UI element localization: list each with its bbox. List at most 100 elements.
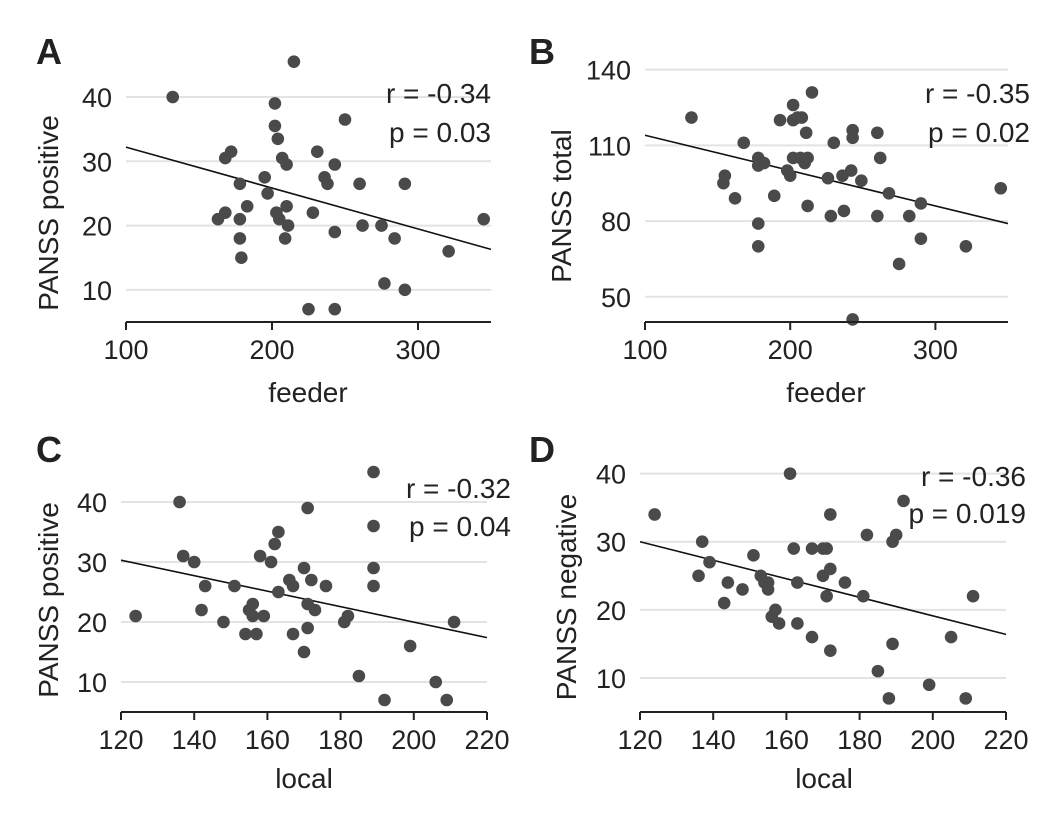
data-point bbox=[264, 555, 278, 569]
x-tick-label: 200 bbox=[249, 335, 294, 365]
y-tick-label: 20 bbox=[77, 608, 107, 638]
data-point bbox=[286, 579, 300, 593]
data-point bbox=[747, 549, 760, 562]
panel-c-p-value: p = 0.04 bbox=[409, 511, 511, 542]
x-tick-label: 200 bbox=[910, 725, 955, 755]
data-point bbox=[737, 136, 751, 150]
data-point bbox=[268, 537, 282, 551]
data-point bbox=[321, 177, 334, 191]
panel-a: A 100 200 300 10 20 30 40 r = -0.34 p = 0.03 f… bbox=[33, 31, 492, 408]
data-point bbox=[273, 212, 286, 226]
data-point bbox=[820, 589, 833, 603]
panel-d-fit-line bbox=[639, 540, 1007, 636]
y-tick-label: 40 bbox=[77, 488, 107, 518]
data-point bbox=[769, 603, 782, 617]
panel-a-axes: 100 200 300 10 20 30 40 bbox=[82, 83, 491, 365]
data-point bbox=[751, 239, 765, 253]
x-tick-label: 300 bbox=[395, 335, 440, 365]
data-point bbox=[217, 615, 230, 629]
data-point bbox=[403, 639, 417, 653]
data-point bbox=[268, 119, 282, 133]
data-point bbox=[246, 609, 260, 623]
x-tick-label: 180 bbox=[318, 725, 363, 755]
data-point bbox=[268, 97, 282, 110]
data-point bbox=[914, 197, 928, 210]
data-point bbox=[791, 576, 804, 589]
data-point bbox=[253, 549, 267, 563]
data-point bbox=[889, 528, 903, 542]
data-point bbox=[297, 645, 311, 659]
data-point bbox=[301, 501, 314, 515]
panel-c-r-value: r = -0.32 bbox=[406, 473, 511, 504]
x-tick-label: 180 bbox=[837, 725, 882, 755]
panel-a-r-value: r = -0.34 bbox=[386, 78, 491, 109]
data-point bbox=[281, 219, 295, 232]
data-point bbox=[240, 199, 254, 213]
data-point bbox=[367, 519, 380, 533]
panel-a-x-axis-label: feeder bbox=[268, 377, 347, 408]
data-point bbox=[233, 212, 247, 226]
panel-b: B 100 200 300 50 80 110 140 r = -0.35 p = 0.02… bbox=[529, 31, 1030, 408]
data-point bbox=[703, 555, 716, 569]
data-point bbox=[783, 169, 797, 182]
data-point bbox=[233, 232, 247, 245]
data-point bbox=[959, 239, 973, 253]
data-point bbox=[685, 111, 698, 124]
data-point bbox=[736, 583, 749, 596]
y-tick-label: 30 bbox=[82, 147, 112, 177]
data-point bbox=[959, 692, 973, 705]
panel-d-axes: 120 140 160 180 200 220 10 20 30 40 bbox=[596, 460, 1029, 755]
x-tick-label: 160 bbox=[764, 725, 809, 755]
data-point bbox=[824, 562, 837, 576]
data-point bbox=[882, 187, 896, 200]
panel-b-letter: B bbox=[529, 31, 555, 72]
x-tick-label: 220 bbox=[983, 725, 1028, 755]
panel-b-axes: 100 200 300 50 80 110 140 bbox=[586, 56, 1008, 365]
panel-a-points bbox=[166, 55, 491, 316]
data-point bbox=[257, 609, 271, 623]
data-point bbox=[805, 542, 819, 555]
panel-c-axes: 120 140 160 180 200 220 10 20 30 40 bbox=[77, 488, 510, 755]
data-point bbox=[338, 113, 352, 126]
panel-c-y-axis-label: PANSS positive bbox=[33, 502, 64, 698]
data-point bbox=[378, 277, 391, 290]
panel-d-x-axis-label: local bbox=[795, 763, 853, 794]
x-tick-label: 200 bbox=[391, 725, 436, 755]
data-point bbox=[195, 603, 208, 617]
data-point bbox=[902, 209, 916, 223]
data-point bbox=[258, 171, 272, 184]
y-tick-label: 80 bbox=[601, 207, 631, 237]
data-point bbox=[187, 555, 201, 569]
panel-c-x-axis-label: local bbox=[275, 763, 333, 794]
x-tick-label: 160 bbox=[245, 725, 290, 755]
data-point bbox=[198, 579, 212, 593]
x-tick-label: 200 bbox=[768, 335, 813, 365]
data-point bbox=[477, 212, 491, 226]
data-point bbox=[692, 569, 705, 583]
data-point bbox=[871, 126, 884, 140]
panel-d-y-axis-label: PANSS negative bbox=[551, 494, 582, 701]
y-tick-label: 20 bbox=[596, 596, 626, 626]
x-tick-label: 140 bbox=[172, 725, 217, 755]
data-point bbox=[442, 244, 455, 258]
data-point bbox=[308, 603, 322, 617]
data-point bbox=[966, 589, 980, 603]
data-point bbox=[301, 621, 314, 635]
panel-c-points bbox=[129, 465, 461, 707]
y-tick-label: 20 bbox=[82, 212, 112, 242]
data-point bbox=[286, 627, 300, 641]
panel-b-p-value: p = 0.02 bbox=[928, 117, 1030, 148]
data-point bbox=[824, 644, 837, 658]
regression-line bbox=[125, 146, 492, 251]
data-point bbox=[728, 192, 742, 205]
panel-d-points bbox=[648, 467, 980, 705]
data-point bbox=[882, 692, 896, 705]
data-point bbox=[873, 151, 887, 165]
data-point bbox=[328, 225, 342, 239]
panel-c: C 120 140 160 180 200 220 10 20 30 40 r = -0.32 p… bbox=[33, 429, 511, 794]
data-point bbox=[233, 177, 247, 191]
data-point bbox=[224, 145, 238, 158]
x-tick-label: 120 bbox=[98, 725, 143, 755]
panel-a-y-axis-label: PANSS positive bbox=[33, 115, 64, 311]
